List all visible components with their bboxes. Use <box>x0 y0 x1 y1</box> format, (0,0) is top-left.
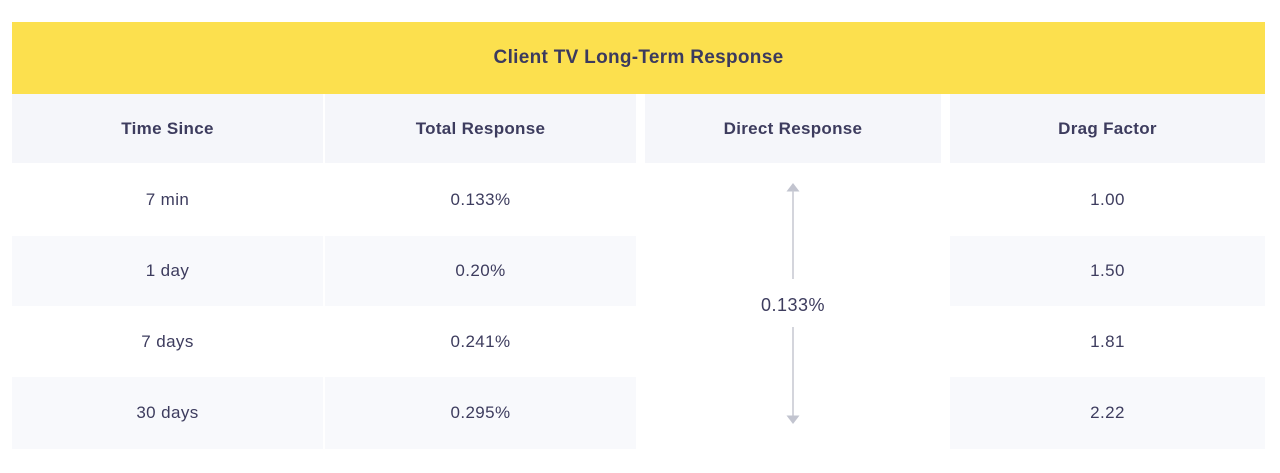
column-header-drag-factor: Drag Factor <box>950 94 1265 163</box>
cell-time-since: 1 day <box>12 236 323 306</box>
table-title: Client TV Long-Term Response <box>12 22 1265 94</box>
cell-time-since: 30 days <box>12 377 323 449</box>
cell-drag-factor: 1.00 <box>950 163 1265 236</box>
cell-total-response: 0.133% <box>325 163 636 236</box>
cell-total-response: 0.20% <box>325 236 636 306</box>
direct-response-figure: 0.133% <box>761 183 825 429</box>
direct-response-merged-cell: 0.133% <box>645 163 941 449</box>
cell-drag-factor: 1.81 <box>950 306 1265 377</box>
cell-time-since: 7 days <box>12 306 323 377</box>
cell-total-response: 0.295% <box>325 377 636 449</box>
arrow-down-icon <box>786 327 800 429</box>
column-header-time-since: Time Since <box>12 94 323 163</box>
cell-drag-factor: 2.22 <box>950 377 1265 449</box>
data-table: Time Since Total Response Direct Respons… <box>12 94 1265 449</box>
direct-response-value: 0.133% <box>760 295 826 315</box>
cell-time-since: 7 min <box>12 163 323 236</box>
arrow-up-icon <box>786 183 800 284</box>
cell-drag-factor: 1.50 <box>950 236 1265 306</box>
cell-total-response: 0.241% <box>325 306 636 377</box>
response-table-card: Client TV Long-Term Response Time Since … <box>12 22 1265 449</box>
column-header-total-response: Total Response <box>325 94 636 163</box>
column-header-direct-response: Direct Response <box>645 94 941 163</box>
